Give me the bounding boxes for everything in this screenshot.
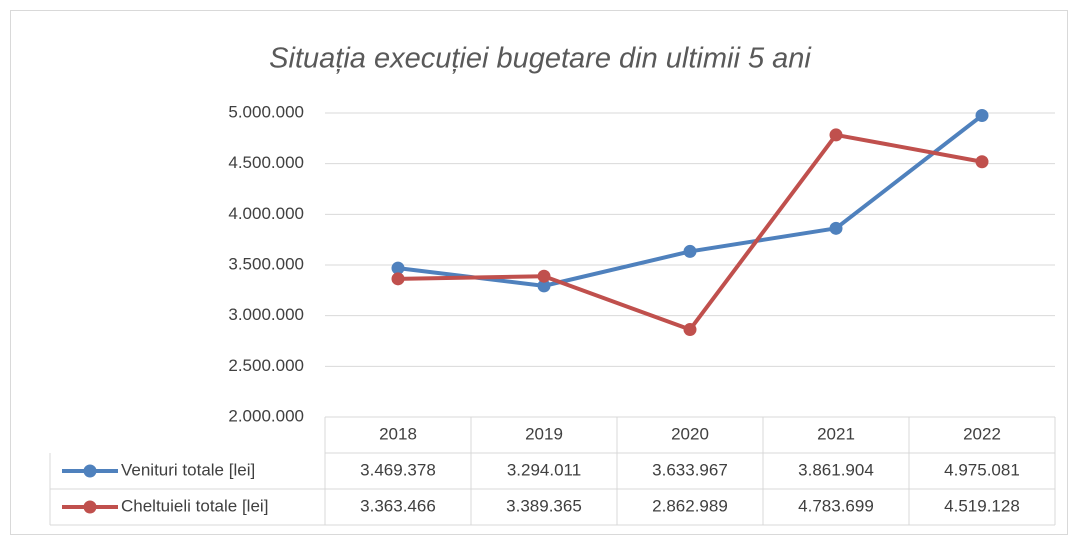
x-tick-label: 2020 bbox=[671, 424, 709, 443]
y-tick-label: 2.000.000 bbox=[228, 406, 304, 425]
x-tick-label: 2021 bbox=[817, 424, 855, 443]
legend-label: Venituri totale [lei] bbox=[121, 460, 255, 479]
data-point bbox=[829, 128, 843, 142]
y-tick-label: 5.000.000 bbox=[228, 102, 304, 121]
data-point bbox=[391, 272, 405, 286]
table-value: 3.861.904 bbox=[798, 460, 874, 479]
legend-marker bbox=[83, 464, 97, 478]
x-tick-label: 2018 bbox=[379, 424, 417, 443]
y-tick-label: 3.000.000 bbox=[228, 305, 304, 324]
chart-title: Situația execuției bugetare din ultimii … bbox=[269, 43, 812, 75]
table-value: 3.633.967 bbox=[652, 460, 728, 479]
table-value: 3.294.011 bbox=[507, 460, 581, 479]
data-point bbox=[829, 221, 843, 235]
table-value: 3.389.365 bbox=[506, 496, 582, 515]
data-point bbox=[975, 155, 989, 169]
y-tick-label: 4.500.000 bbox=[228, 153, 304, 172]
data-point bbox=[683, 323, 697, 337]
table-value: 2.862.989 bbox=[652, 496, 728, 515]
table-value: 4.519.128 bbox=[944, 496, 1020, 515]
data-point bbox=[537, 279, 551, 293]
y-tick-label: 3.500.000 bbox=[228, 254, 304, 273]
x-tick-label: 2019 bbox=[525, 424, 563, 443]
legend-marker bbox=[83, 500, 97, 514]
y-tick-label: 4.000.000 bbox=[228, 204, 304, 223]
data-point bbox=[683, 244, 697, 258]
y-tick-label: 2.500.000 bbox=[228, 356, 304, 375]
table-value: 4.783.699 bbox=[798, 496, 874, 515]
data-point bbox=[537, 269, 551, 283]
table-value: 3.363.466 bbox=[360, 496, 436, 515]
legend-label: Cheltuieli totale [lei] bbox=[121, 496, 268, 515]
table-value: 4.975.081 bbox=[944, 460, 1020, 479]
data-point bbox=[975, 109, 989, 123]
x-tick-label: 2022 bbox=[963, 424, 1001, 443]
data-point bbox=[391, 261, 405, 275]
table-value: 3.469.378 bbox=[360, 460, 436, 479]
